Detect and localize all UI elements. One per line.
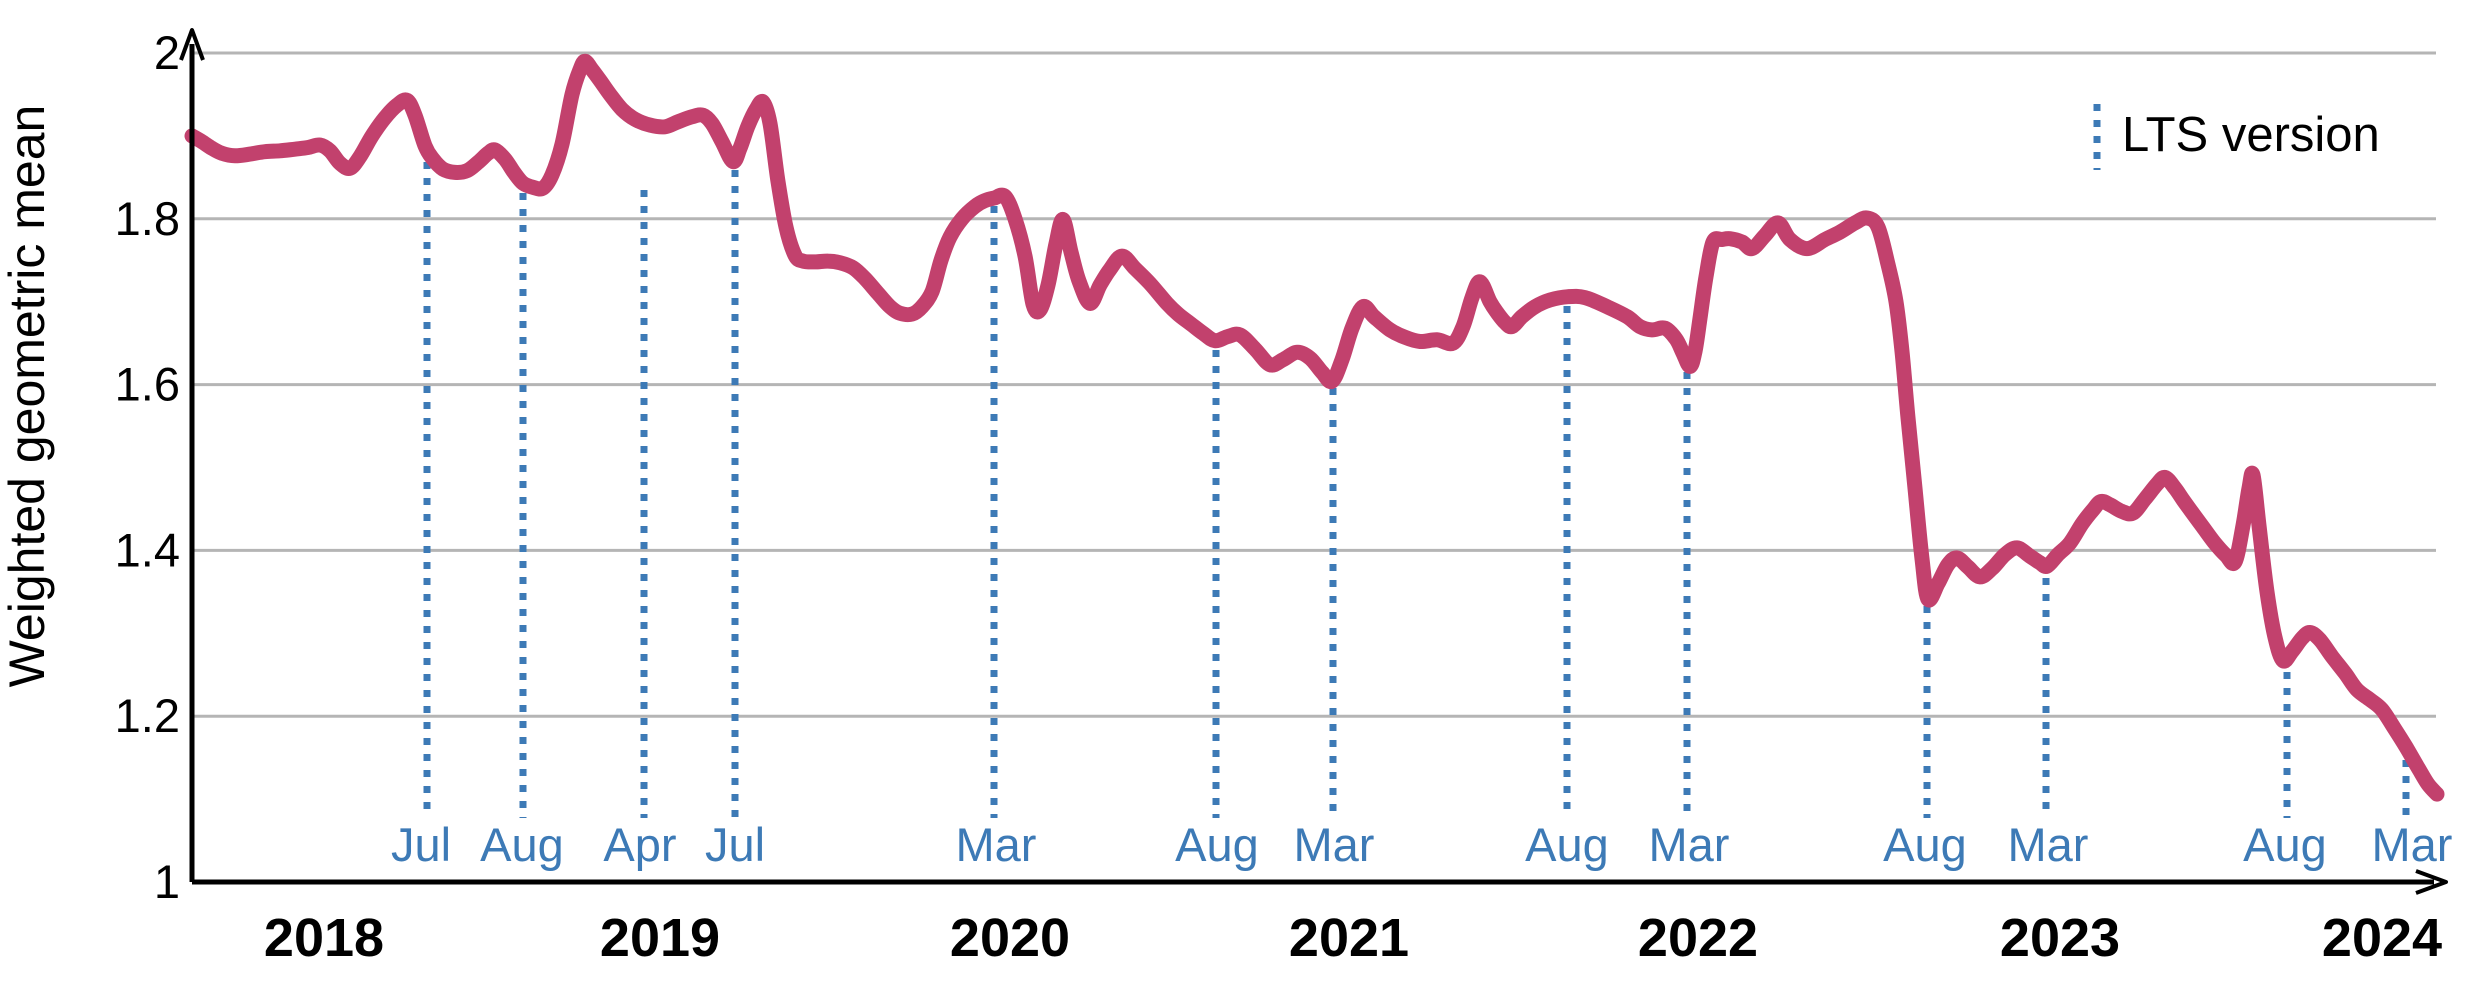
lts-month-label: Mar <box>1294 818 1375 871</box>
lts-month-label: Aug <box>2243 818 2327 871</box>
lts-month-label: Mar <box>2008 818 2089 871</box>
lts-month-label: Aug <box>1883 818 1967 871</box>
x-year-label: 2023 <box>2000 908 2120 968</box>
y-tick-label: 1.6 <box>115 358 180 411</box>
x-year-label: 2020 <box>950 908 1070 968</box>
lts-month-label: Aug <box>480 818 564 871</box>
lts-month-label: Jul <box>705 818 765 871</box>
lts-month-label: Mar <box>956 818 1037 871</box>
y-axis-title: Weighted geometric mean <box>0 105 55 688</box>
weighted-geometric-mean-line <box>184 53 2445 802</box>
y-tick-label: 1.4 <box>115 523 180 576</box>
x-year-label: 2019 <box>600 908 720 968</box>
x-year-label: 2022 <box>1638 908 1758 968</box>
lts-month-label: Aug <box>1525 818 1609 871</box>
lts-month-label: Mar <box>1649 818 1730 871</box>
lts-month-label: Apr <box>603 818 676 871</box>
lts-month-label: Jul <box>391 818 451 871</box>
y-tick-label: 1.2 <box>115 689 180 742</box>
x-year-label: 2024 <box>2322 908 2442 968</box>
lts-month-label: Mar <box>2372 818 2453 871</box>
y-tick-label: 1.8 <box>115 192 180 245</box>
x-year-label: 2018 <box>264 908 384 968</box>
lts-month-label: Aug <box>1175 818 1259 871</box>
x-year-label: 2021 <box>1289 908 1409 968</box>
legend-label: LTS version <box>2122 108 2380 162</box>
y-tick-label: 1 <box>154 855 180 908</box>
y-axis-arrow-icon <box>179 28 205 61</box>
y-tick-label: 2 <box>154 26 180 79</box>
x-axis-arrow-icon <box>2415 869 2448 895</box>
